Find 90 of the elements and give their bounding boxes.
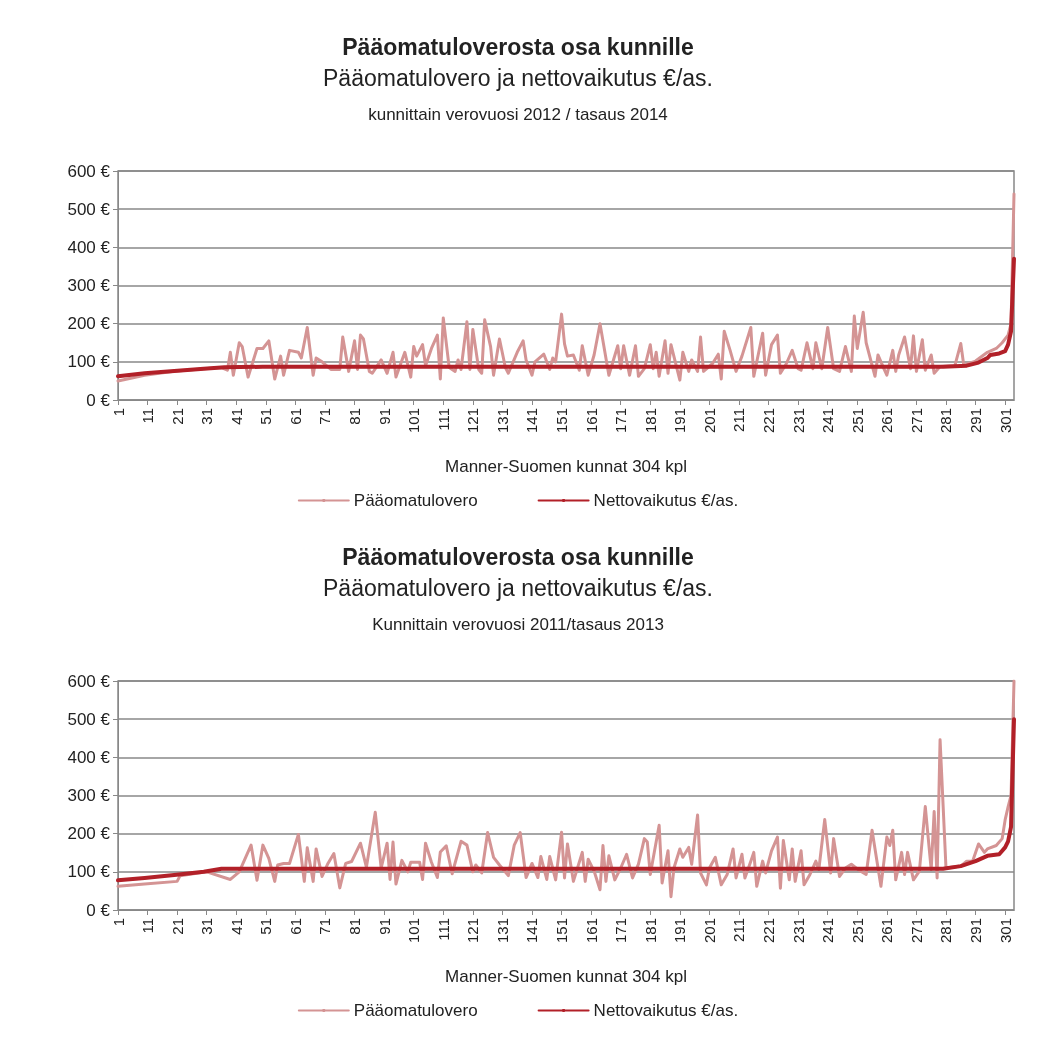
y-tick-label: 0 € [86, 390, 111, 410]
chart-subtitle: Pääomatulovero ja nettovaikutus €/as. [323, 64, 713, 91]
x-tick-label: 181 [641, 408, 659, 434]
x-tick-label: 61 [286, 408, 304, 425]
legend-label: Nettovaikutus €/as. [593, 1001, 739, 1020]
x-tick-label: 161 [582, 408, 600, 434]
y-tick-label: 600 € [67, 671, 111, 691]
x-tick-label: 291 [967, 918, 985, 944]
x-tick-label: 71 [316, 408, 334, 425]
x-tick-label: 301 [996, 918, 1014, 944]
y-tick-label: 200 € [67, 314, 111, 334]
x-tick-label: 61 [286, 918, 304, 935]
chart-title: Pääomatuloverosta osa kunnille [342, 33, 694, 60]
text: kunnittain verovuosi 2012 / tasaus 2014 [368, 105, 668, 124]
x-tick-label: 151 [553, 918, 571, 944]
x-tick-label: 241 [819, 408, 837, 434]
x-tick-label: 1 [109, 918, 127, 927]
x-tick-label: 11 [139, 918, 157, 934]
x-tick-label: 271 [907, 918, 925, 944]
x-tick-label: 131 [493, 408, 511, 434]
x-tick-label: 111 [434, 918, 452, 941]
x-tick-label: 171 [612, 408, 630, 434]
x-tick-label: 151 [553, 408, 571, 434]
x-tick-label: 131 [493, 918, 511, 944]
x-tick-label: 121 [464, 918, 482, 944]
x-tick-label: 231 [789, 918, 807, 944]
x-tick-label: 201 [700, 408, 718, 434]
x-tick-label: 141 [523, 408, 541, 434]
x-tick-label: 271 [907, 408, 925, 434]
x-tick-label: 191 [671, 918, 689, 944]
legend-label: Pääomatulovero [353, 491, 478, 510]
x-tick-label: 161 [582, 918, 600, 944]
x-tick-label: 121 [464, 408, 482, 434]
x-tick-label: 101 [405, 918, 423, 944]
x-tick-label: 281 [937, 918, 955, 944]
x-tick-label: 201 [700, 918, 718, 944]
y-tick-label: 200 € [67, 824, 111, 844]
x-axis-title: Manner-Suomen kunnat 304 kpl [445, 967, 687, 986]
y-tick-label: 400 € [67, 747, 111, 767]
x-tick-label: 31 [198, 918, 216, 935]
x-tick-label: 291 [967, 408, 985, 434]
chart-subtitle: Pääomatulovero ja nettovaikutus €/as. [323, 574, 713, 601]
x-tick-label: 221 [760, 918, 778, 944]
y-tick-label: 400 € [67, 237, 111, 257]
x-tick-label: 221 [760, 408, 778, 434]
x-tick-label: 301 [996, 408, 1014, 434]
y-tick-label: 500 € [67, 199, 111, 219]
legend-label: Pääomatulovero [353, 1001, 478, 1020]
x-tick-label: 21 [168, 408, 186, 425]
y-tick-label: 100 € [67, 862, 111, 882]
x-tick-label: 1 [109, 408, 127, 417]
x-tick-label: 251 [848, 918, 866, 944]
x-tick-label: 231 [789, 408, 807, 434]
x-tick-label: 141 [523, 918, 541, 944]
x-tick-label: 51 [257, 918, 275, 935]
y-tick-label: 600 € [67, 161, 111, 181]
x-axis-title: Manner-Suomen kunnat 304 kpl [445, 457, 687, 476]
x-tick-label: 81 [346, 918, 364, 935]
x-tick-label: 211 [730, 918, 748, 942]
x-tick-label: 111 [434, 408, 452, 431]
x-tick-label: 81 [346, 408, 364, 425]
x-tick-label: 51 [257, 408, 275, 425]
x-tick-label: 261 [878, 408, 896, 434]
line-series [116, 717, 1016, 883]
x-tick-label: 181 [641, 918, 659, 944]
x-tick-label: 21 [168, 918, 186, 935]
x-tick-label: 261 [878, 918, 896, 944]
x-tick-label: 281 [937, 408, 955, 434]
x-tick-label: 71 [316, 918, 334, 935]
x-tick-label: 41 [227, 918, 245, 935]
y-tick-label: 300 € [67, 786, 111, 805]
x-tick-label: 171 [612, 918, 630, 944]
text: Kunnittain verovuosi 2011/tasaus 2013 [372, 615, 664, 634]
x-tick-label: 41 [227, 408, 245, 425]
x-tick-label: 91 [375, 918, 393, 935]
x-tick-label: 91 [375, 408, 393, 425]
x-tick-label: 191 [671, 408, 689, 434]
x-tick-label: 251 [848, 408, 866, 434]
chart-title: Pääomatuloverosta osa kunnille [342, 543, 694, 570]
x-tick-label: 101 [405, 408, 423, 434]
line-series [116, 256, 1016, 379]
y-tick-label: 0 € [86, 900, 111, 920]
y-tick-label: 300 € [67, 276, 111, 295]
y-tick-label: 100 € [67, 352, 111, 372]
x-tick-label: 211 [730, 408, 748, 432]
x-tick-label: 241 [819, 918, 837, 944]
x-tick-label: 11 [139, 408, 157, 424]
legend-label: Nettovaikutus €/as. [593, 491, 739, 510]
x-tick-label: 31 [198, 408, 216, 425]
y-tick-label: 500 € [67, 709, 111, 729]
